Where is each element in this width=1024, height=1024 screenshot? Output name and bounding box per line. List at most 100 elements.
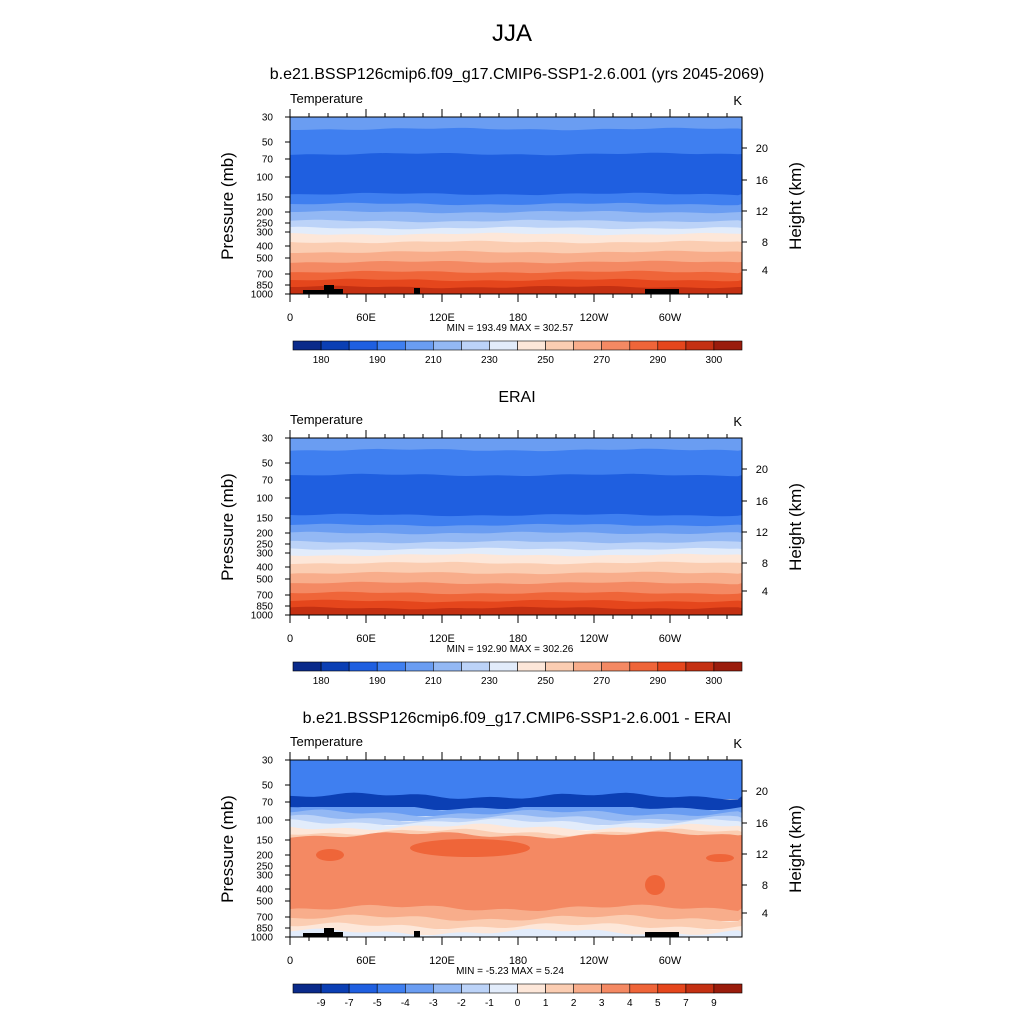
- y-tick-label: 50: [262, 138, 274, 149]
- colorbar-label: 290: [649, 676, 666, 687]
- panel-title: b.e21.BSSP126cmip6.f09_g17.CMIP6-SSP1-2.…: [303, 710, 732, 727]
- y-axis-title: Pressure (mb): [218, 795, 237, 903]
- colorbar-box: [376, 340, 406, 351]
- x-tick-label: 180: [509, 955, 527, 967]
- topography: [645, 289, 679, 294]
- colorbar-box: [545, 983, 574, 994]
- colorbar-label: 300: [706, 676, 723, 687]
- y-tick-label: 400: [256, 563, 273, 574]
- x-tick-label: 60E: [356, 633, 376, 645]
- topography: [414, 288, 420, 294]
- colorbar-box: [348, 983, 378, 994]
- colorbar-box: [461, 983, 490, 994]
- page-title: JJA: [491, 20, 532, 47]
- contour-blob: [645, 875, 665, 895]
- y-tick-label: 200: [256, 851, 273, 862]
- y-tick-label: 100: [256, 173, 273, 184]
- x-tick-label: 0: [287, 955, 293, 967]
- y-tick-label: 100: [256, 494, 273, 505]
- contour-band: [290, 285, 742, 294]
- y-tick-label: 70: [262, 798, 274, 809]
- colorbar-box: [601, 340, 631, 351]
- colorbar-box: [629, 661, 659, 672]
- colorbar-box: [545, 661, 574, 672]
- colorbar-label: 180: [313, 676, 330, 687]
- colorbar-label: 2: [571, 998, 577, 1009]
- x-tick-label: 120W: [580, 633, 609, 645]
- y-tick-label: 850: [256, 281, 273, 292]
- y-tick-label: 250: [256, 540, 273, 551]
- contour-band: [290, 250, 742, 265]
- y-right-tick-label: 12: [756, 849, 768, 861]
- colorbar-box: [320, 661, 350, 672]
- colorbar-box: [489, 983, 518, 994]
- colorbar-label: 190: [369, 355, 386, 366]
- colorbar-box: [573, 340, 602, 351]
- y-tick-label: 70: [262, 155, 274, 166]
- y-tick-label: 1000: [251, 933, 274, 944]
- colorbar-box: [292, 983, 322, 994]
- colorbar-label: 3: [599, 998, 605, 1009]
- contour-band: [290, 438, 742, 453]
- left-string: Temperature: [290, 412, 363, 427]
- y-tick-label: 850: [256, 924, 273, 935]
- colorbar-box: [629, 340, 659, 351]
- y-tick-label: 500: [256, 897, 273, 908]
- colorbar-box: [713, 340, 743, 351]
- colorbar-label: 5: [655, 998, 661, 1009]
- contour-field: [290, 117, 742, 294]
- colorbar-box: [292, 661, 322, 672]
- colorbar-label: -5: [373, 998, 382, 1009]
- y-tick-label: 30: [262, 756, 274, 767]
- colorbar-box: [601, 983, 631, 994]
- x-tick-label: 120E: [429, 312, 455, 324]
- colorbar-label: 210: [425, 355, 442, 366]
- y-tick-label: 1000: [251, 290, 274, 301]
- units-label: K: [733, 93, 742, 108]
- colorbar-box: [461, 661, 490, 672]
- y-tick-label: 300: [256, 228, 273, 239]
- colorbar-label: 270: [593, 676, 610, 687]
- contour-blob: [706, 854, 734, 862]
- y-tick-label: 700: [256, 913, 273, 924]
- topography: [333, 289, 343, 294]
- y-tick-label: 70: [262, 476, 274, 487]
- colorbar-label: -2: [457, 998, 466, 1009]
- x-tick-label: 60E: [356, 312, 376, 324]
- topography: [333, 932, 343, 937]
- y-tick-label: 150: [256, 193, 273, 204]
- x-tick-label: 0: [287, 633, 293, 645]
- y-right-tick-label: 12: [756, 206, 768, 218]
- colorbar-box: [320, 340, 350, 351]
- colorbar-label: 0: [515, 998, 521, 1009]
- colorbar-box: [517, 661, 546, 672]
- contour-band: [290, 760, 742, 799]
- contour-band: [290, 922, 742, 935]
- contour-band: [290, 127, 742, 157]
- y-right-tick-label: 8: [762, 880, 768, 892]
- y-tick-label: 250: [256, 862, 273, 873]
- x-tick-label: 60E: [356, 955, 376, 967]
- y-tick-label: 30: [262, 113, 274, 124]
- x-tick-label: 60W: [659, 633, 682, 645]
- y-tick-label: 300: [256, 871, 273, 882]
- panel-title: b.e21.BSSP126cmip6.f09_g17.CMIP6-SSP1-2.…: [270, 66, 765, 83]
- colorbar-label: 230: [481, 355, 498, 366]
- contour-blob: [410, 839, 530, 857]
- contour-band: [290, 531, 742, 545]
- y-right-axis-title: Height (km): [786, 805, 805, 893]
- colorbar-box: [489, 661, 518, 672]
- colorbar-label: 290: [649, 355, 666, 366]
- x-tick-label: 120E: [429, 633, 455, 645]
- colorbar-box: [545, 340, 574, 351]
- colorbar-box: [348, 661, 378, 672]
- x-tick-label: 60W: [659, 312, 682, 324]
- colorbar-label: 4: [627, 998, 633, 1009]
- y-axis-title: Pressure (mb): [218, 473, 237, 581]
- topography: [303, 933, 333, 937]
- y-tick-label: 200: [256, 529, 273, 540]
- colorbar-label: -3: [429, 998, 438, 1009]
- contour-band: [290, 513, 742, 528]
- plot-frame: [289, 437, 743, 616]
